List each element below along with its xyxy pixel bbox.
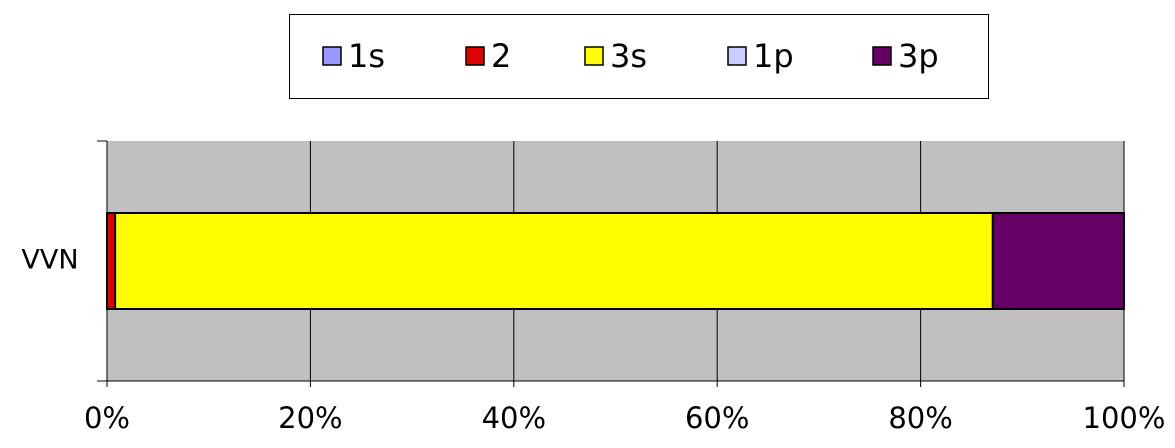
legend-label: 1s <box>348 37 385 75</box>
x-tick-label: 0% <box>84 401 130 435</box>
x-tick-label: 80% <box>888 401 952 435</box>
bar-segment <box>114 212 994 310</box>
legend-swatch <box>584 46 604 66</box>
bar-segment <box>991 212 1125 310</box>
x-tick-label: 40% <box>482 401 546 435</box>
legend-label: 3p <box>898 37 939 75</box>
y-tick-label: VVN <box>21 245 78 276</box>
legend-label: 2 <box>491 37 511 75</box>
legend-label: 1p <box>753 37 794 75</box>
x-tick-label: 100% <box>1083 401 1166 435</box>
x-tick-label: 20% <box>278 401 342 435</box>
bar-segment <box>106 212 117 310</box>
x-tick-label: 60% <box>685 401 749 435</box>
legend-label: 3s <box>610 37 647 75</box>
legend-swatch <box>465 46 485 66</box>
legend-swatch <box>872 46 892 66</box>
legend-swatch <box>727 46 747 66</box>
legend-box <box>289 14 989 99</box>
legend-swatch <box>322 46 342 66</box>
